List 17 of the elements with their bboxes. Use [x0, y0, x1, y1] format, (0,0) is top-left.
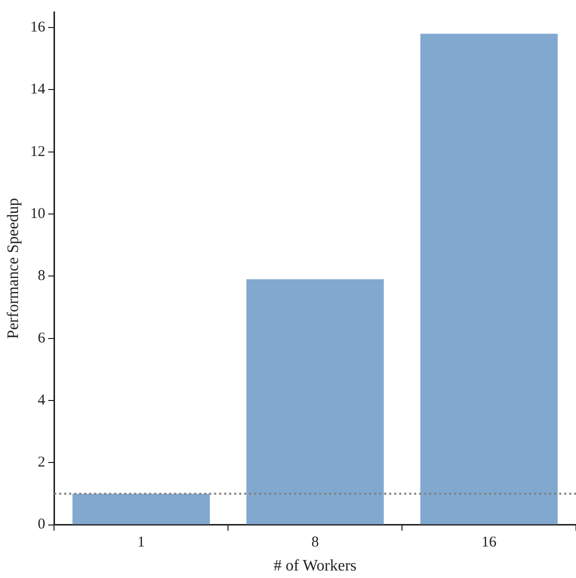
bar: [420, 34, 558, 524]
y-tick-label: 10: [30, 206, 46, 222]
y-tick-label: 8: [38, 268, 46, 284]
y-axis-title: Performance Speedup: [4, 198, 22, 339]
y-tick-label: 2: [38, 454, 46, 471]
x-axis-title: # of Workers: [274, 558, 357, 575]
x-tick-label: 1: [137, 534, 145, 551]
y-tick-label: 4: [38, 392, 46, 408]
bar: [72, 494, 210, 524]
y-tick-label: 6: [38, 330, 46, 346]
y-tick-label: 0: [38, 516, 46, 533]
y-tick-label: 16: [30, 19, 46, 36]
bar: [246, 279, 384, 524]
y-tick-label: 14: [30, 82, 46, 98]
x-tick-label: 16: [482, 534, 498, 551]
y-tick-label: 12: [30, 144, 46, 160]
x-tick-label: 8: [311, 534, 319, 551]
